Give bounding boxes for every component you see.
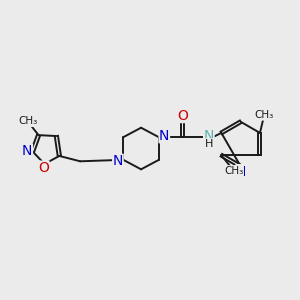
Text: CH₃: CH₃ — [254, 110, 273, 120]
Text: H: H — [205, 139, 213, 149]
Text: CH₃: CH₃ — [18, 116, 37, 127]
Text: N: N — [204, 129, 214, 143]
Text: CH₃: CH₃ — [224, 166, 244, 176]
Text: O: O — [38, 161, 49, 175]
Text: N: N — [236, 165, 246, 179]
Text: N: N — [113, 154, 123, 168]
Text: N: N — [22, 145, 32, 158]
Text: O: O — [177, 109, 188, 122]
Text: N: N — [159, 129, 169, 143]
